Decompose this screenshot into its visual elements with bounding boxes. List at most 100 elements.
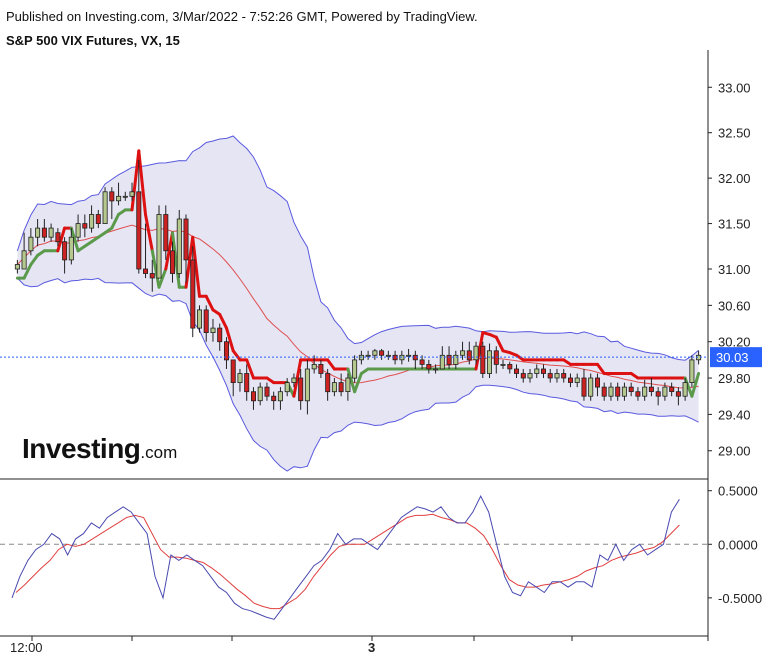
candle-body	[527, 373, 533, 379]
candle-body	[345, 377, 351, 393]
trailing-stop-segment	[326, 358, 336, 371]
time-label-day: 3	[368, 640, 375, 655]
candle-body	[203, 309, 209, 333]
candle-body	[453, 354, 459, 365]
candle-body	[136, 191, 142, 270]
candle-body	[325, 373, 331, 393]
candle-body	[439, 354, 445, 370]
candle-body	[480, 345, 486, 374]
candle-body	[48, 227, 54, 238]
candle-body	[223, 341, 229, 361]
candle-body	[75, 223, 81, 238]
candle-body	[264, 386, 270, 397]
candle-body	[675, 391, 681, 397]
trailing-stop-segment	[494, 335, 505, 353]
candle-body	[621, 386, 627, 397]
trailing-stop-segment	[683, 376, 694, 398]
bollinger-upper-line	[16, 135, 699, 361]
candle-body	[541, 368, 547, 374]
trailing-stop-segment	[191, 235, 201, 298]
trailing-stop-segment	[164, 231, 174, 271]
trailing-stop-segment	[22, 263, 33, 280]
candle-body	[68, 236, 74, 261]
candle-body	[210, 327, 216, 334]
trailing-stop-segment	[474, 331, 485, 371]
oscillator-pane	[0, 494, 708, 620]
candle-body	[581, 377, 587, 397]
candle-body	[156, 214, 162, 279]
oscillator-line	[11, 494, 680, 620]
candle-body	[142, 268, 148, 274]
logo-main: Investing	[22, 433, 141, 464]
candle-body	[554, 373, 560, 379]
candle-body	[163, 214, 169, 252]
candle-body	[271, 395, 277, 402]
candle-body	[662, 386, 668, 397]
oscillator-tick-label: 0.0000	[718, 537, 758, 552]
trailing-stop-segment	[150, 249, 161, 289]
trailing-stop-segment	[292, 358, 303, 398]
price-tick-label: 29.40	[718, 407, 751, 422]
candle-body	[149, 273, 155, 279]
price-tick-label: 30.20	[718, 335, 751, 350]
candle-body	[514, 368, 520, 374]
price-tick-label: 30.60	[718, 298, 751, 313]
chart-title: S&P 500 VIX Futures, VX, 15	[6, 33, 180, 48]
trailing-stop-segment	[110, 213, 120, 230]
candle-body	[21, 250, 27, 270]
bollinger-lower-line	[17, 277, 699, 472]
candle-body	[574, 377, 580, 383]
trailing-stop-segment	[346, 367, 357, 394]
candle-body	[547, 373, 553, 379]
candle-body	[669, 386, 675, 393]
candle-body	[28, 236, 34, 252]
trailing-stop-segment	[130, 149, 141, 212]
investing-logo: Investing.com	[22, 433, 177, 465]
candle-body	[129, 191, 135, 197]
candle-body	[176, 218, 182, 274]
candle-body	[689, 359, 695, 383]
candle-body	[615, 386, 621, 397]
trailing-stop-segment	[596, 362, 606, 375]
candle-body	[379, 350, 385, 356]
trailing-stop-segment	[69, 226, 80, 253]
candle-body	[385, 354, 391, 357]
candle-body	[608, 386, 614, 397]
trailing-stop-segment	[245, 358, 255, 380]
price-tick-label: 31.50	[718, 217, 751, 232]
trailing-stop-segment	[225, 326, 235, 353]
candle-body	[352, 359, 358, 379]
trailing-stop-segment	[144, 213, 154, 253]
candle-body	[35, 227, 41, 238]
candle-body	[588, 377, 594, 397]
candle-body	[365, 354, 371, 357]
trailing-stop-segment	[56, 226, 67, 253]
candle-body	[277, 391, 283, 402]
candle-body	[419, 359, 425, 365]
candle-body	[257, 386, 263, 402]
candle-body	[291, 377, 297, 383]
candle-body	[486, 350, 492, 374]
bollinger-band-fill	[17, 136, 699, 471]
time-label-start: 12:00	[10, 640, 43, 655]
trailing-stop-segment	[231, 349, 242, 362]
candle-body	[601, 386, 607, 397]
candle-body	[628, 386, 634, 393]
trailing-stop-segment	[690, 372, 701, 398]
logo-suffix: .com	[140, 443, 178, 462]
candle-body	[520, 373, 526, 379]
candle-body	[682, 382, 688, 397]
candle-body	[655, 391, 661, 397]
candle-body	[473, 345, 479, 361]
candle-body	[338, 382, 344, 393]
candle-body	[311, 363, 317, 370]
candle-body	[14, 264, 20, 270]
candle-body	[102, 191, 108, 225]
candle-body	[331, 382, 337, 393]
candle-body	[237, 373, 243, 384]
candle-body	[217, 327, 223, 343]
price-tick-label: 32.50	[718, 126, 751, 141]
candle-body	[41, 227, 47, 238]
trailing-stop-segment	[157, 267, 168, 289]
candle-body	[595, 377, 601, 388]
